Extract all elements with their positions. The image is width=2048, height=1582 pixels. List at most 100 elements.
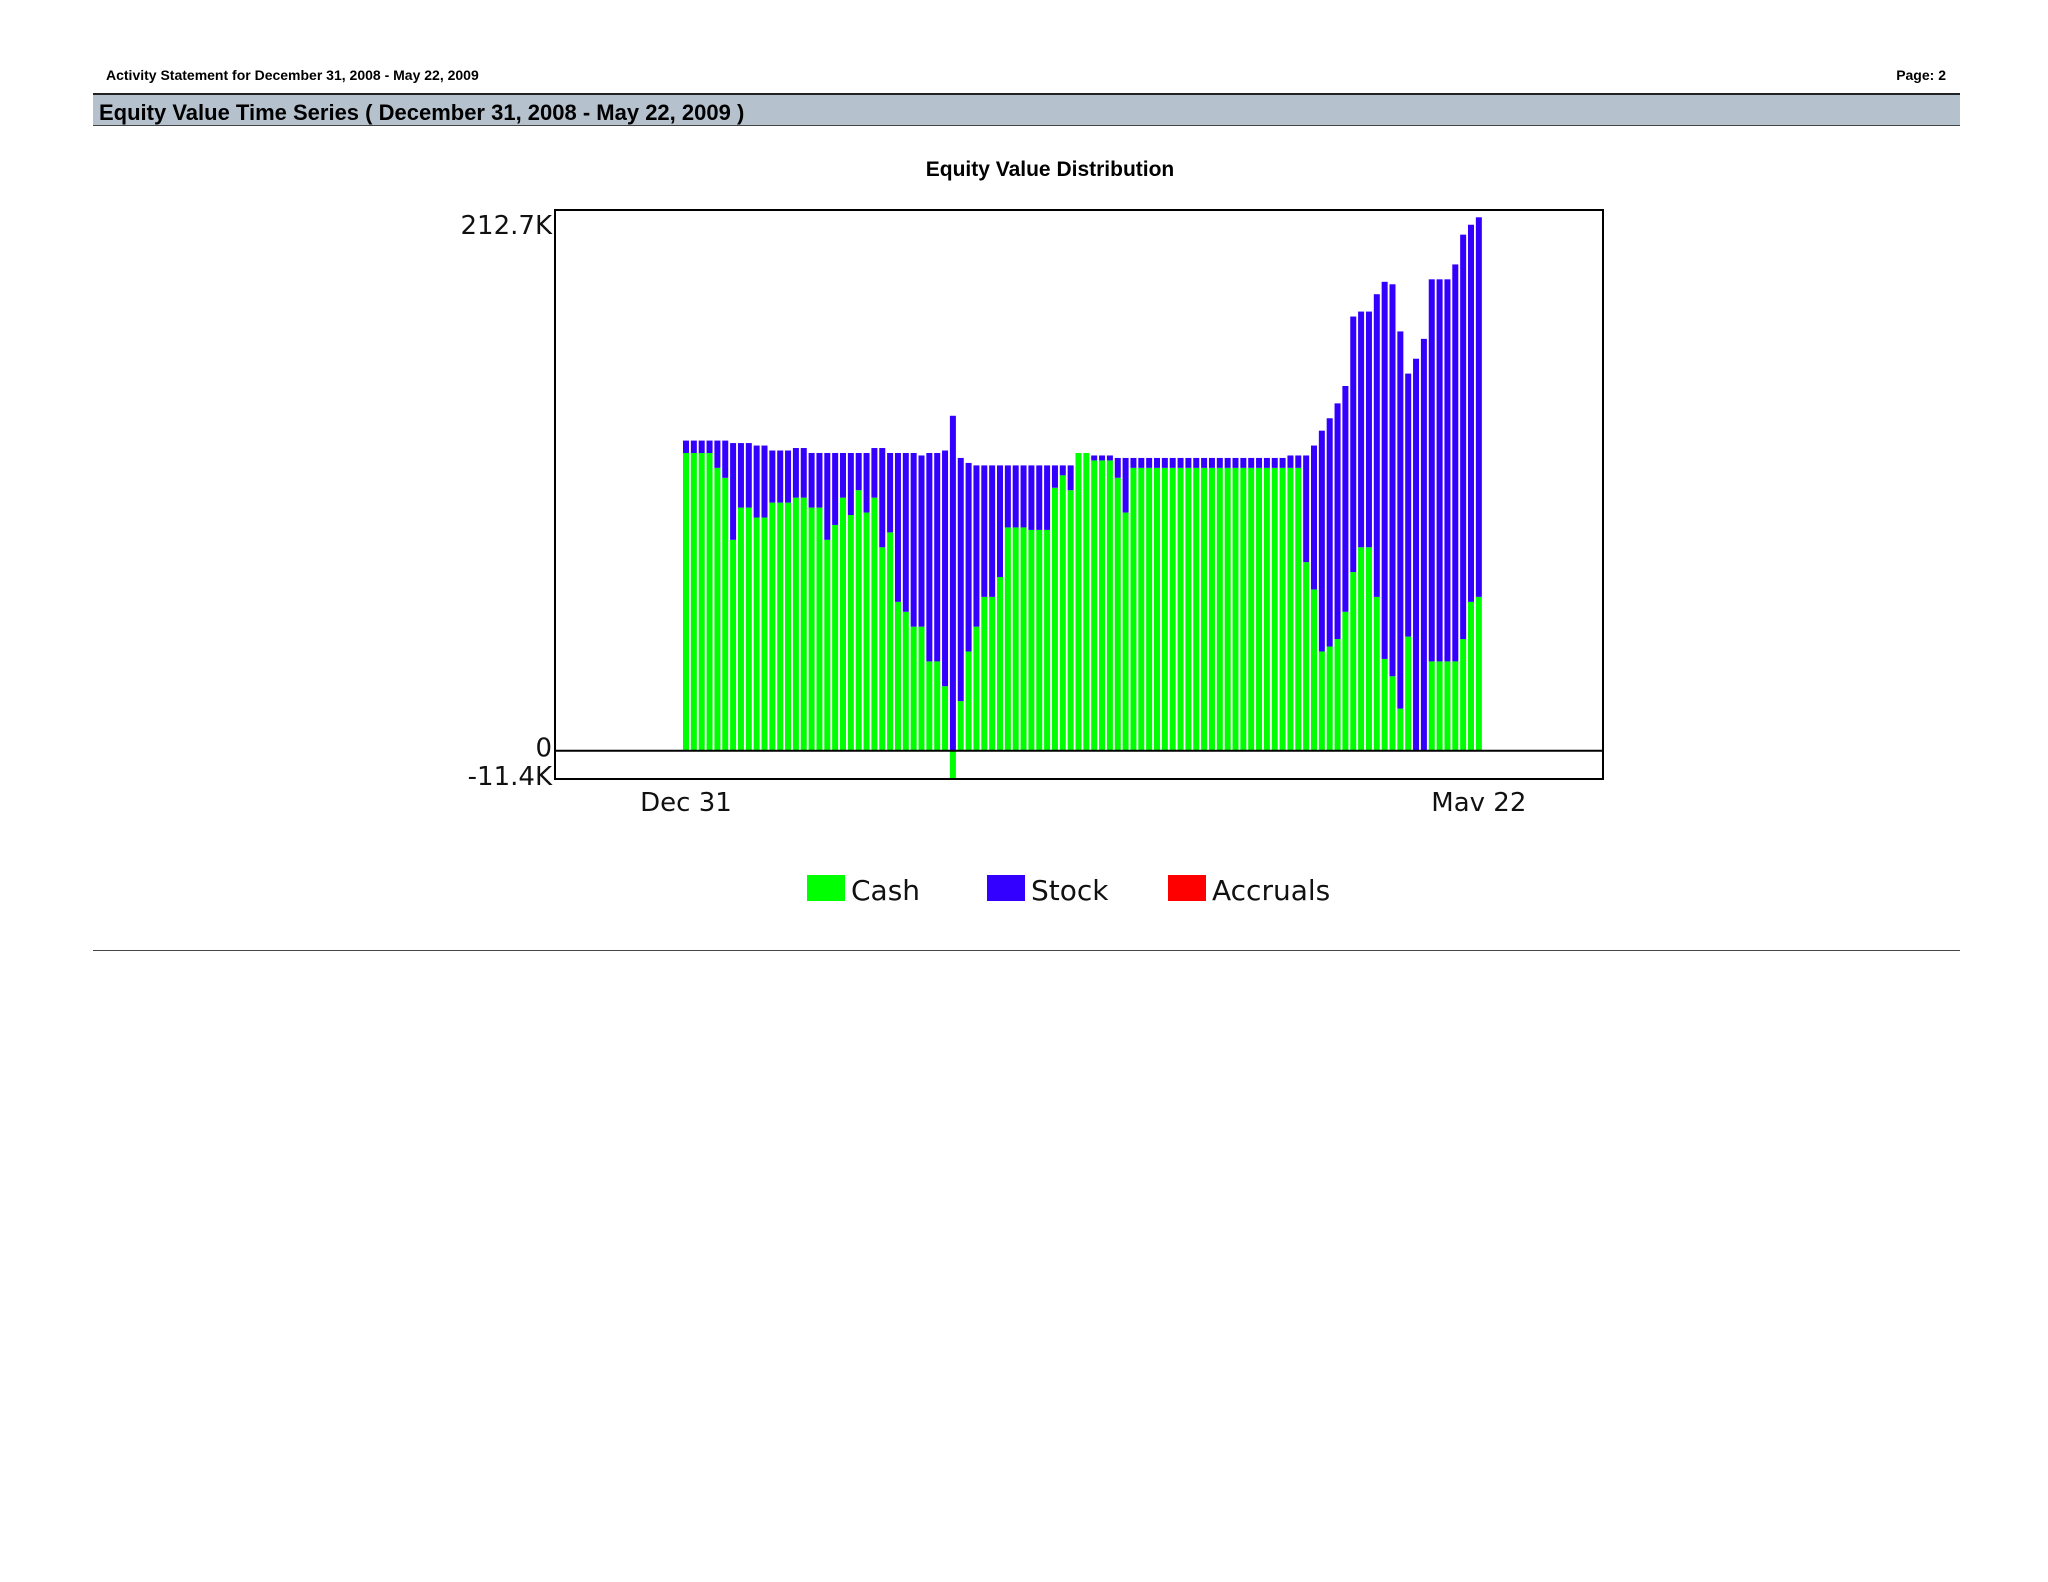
bar-cash-54 [1106,460,1113,751]
bar-stock-9 [753,445,760,518]
bar-stock-14 [792,448,799,498]
bar-cash-7 [737,507,744,751]
bar-cash-72 [1248,467,1255,751]
bar-cash-73 [1256,467,1263,751]
bar-cash-77 [1287,467,1294,751]
legend-label-stock: Stock [1031,874,1109,907]
bar-cash-9 [753,517,760,751]
bar-stock-55 [1114,457,1121,478]
bar-stock-46 [1044,465,1051,530]
bar-cash-70 [1232,467,1239,751]
bar-cash-44 [1028,529,1035,751]
bar-cash-53 [1099,460,1106,751]
bar-stock-57 [1130,457,1137,468]
section-title: Equity Value Time Series ( December 31, … [99,100,745,125]
bar-stock-83 [1334,403,1341,640]
bar-cash-95 [1428,661,1435,751]
bar-stock-86 [1358,311,1365,548]
bar-stock-10 [761,445,768,518]
page-header: Activity Statement for December 31, 2008… [106,67,1946,85]
bar-stock-99 [1460,234,1467,640]
bar-cash-38 [981,596,988,751]
bar-stock-3 [706,440,713,453]
bar-cash-55 [1114,477,1121,751]
bar-cash-8 [745,507,752,751]
bar-stock-17 [816,452,823,508]
bar-stock-33 [942,450,949,687]
bar-stock-4 [714,440,721,468]
bar-cash-42 [1012,527,1019,751]
bar-stock-25 [879,448,886,548]
bar-stock-12 [777,450,784,503]
bar-stock-65 [1193,457,1200,468]
bar-cash-83 [1334,639,1341,751]
bar-cash-26 [887,532,894,751]
bar-cash-85 [1350,572,1357,751]
bar-stock-8 [745,443,752,508]
bar-cash-62 [1169,467,1176,751]
bar-cash-3 [706,452,713,751]
bar-stock-11 [769,450,776,503]
page-number: Page: 2 [1896,67,1946,83]
bar-cash-49 [1067,490,1074,751]
bar-stock-48 [1059,465,1066,476]
bar-stock-22 [855,452,862,491]
bar-cash-34 [949,750,956,779]
bar-stock-54 [1106,455,1113,461]
bar-stock-101 [1475,217,1482,597]
bar-stock-26 [887,452,894,533]
bar-stock-77 [1287,455,1294,468]
bar-cash-19 [832,524,839,751]
bar-cash-63 [1177,467,1184,751]
bar-cash-56 [1122,512,1129,751]
bar-stock-94 [1420,338,1427,751]
bar-cash-71 [1240,467,1247,751]
bar-cash-90 [1389,676,1396,751]
bar-stock-32 [934,452,941,662]
bar-stock-64 [1185,457,1192,468]
bar-cash-47 [1051,487,1058,751]
bar-cash-65 [1193,467,1200,751]
bar-stock-96 [1436,279,1443,662]
bar-stock-56 [1122,457,1129,513]
bar-stock-59 [1146,457,1153,468]
bar-stock-31 [926,452,933,662]
bar-stock-68 [1216,457,1223,468]
bar-cash-4 [714,467,721,751]
bar-cash-18 [824,539,831,751]
bar-stock-89 [1381,281,1388,659]
bar-cash-89 [1381,658,1388,751]
bar-stock-84 [1342,386,1349,612]
bar-cash-33 [942,686,949,751]
bar-cash-91 [1397,708,1404,751]
bar-cash-11 [769,502,776,751]
bar-cash-22 [855,490,862,751]
bar-stock-43 [1020,465,1027,528]
bar-stock-97 [1444,279,1451,662]
chart-title: Equity Value Distribution [925,158,1175,181]
bar-stock-40 [997,465,1003,578]
bar-stock-44 [1028,465,1035,530]
bar-stock-37 [973,465,980,627]
bar-stock-47 [1051,465,1058,488]
bar-stock-39 [989,465,996,597]
bar-cash-86 [1358,547,1365,751]
bar-stock-82 [1326,418,1333,647]
bar-stock-30 [918,455,925,627]
bar-cash-81 [1318,651,1325,751]
bar-stock-49 [1067,465,1074,491]
bar-cash-37 [973,626,980,751]
bar-stock-90 [1389,284,1396,677]
bar-stock-53 [1099,455,1106,461]
bar-cash-16 [808,507,815,751]
bar-cash-101 [1475,596,1482,751]
legend-swatch-accruals [1168,875,1206,901]
bar-stock-75 [1271,457,1278,468]
bar-stock-21 [847,452,854,516]
legend-label-accruals: Accruals [1212,874,1330,907]
bar-stock-41 [1004,465,1011,528]
bar-stock-95 [1428,279,1435,662]
bar-cash-17 [816,507,823,751]
bar-cash-27 [894,601,901,751]
bar-stock-5 [722,440,729,478]
